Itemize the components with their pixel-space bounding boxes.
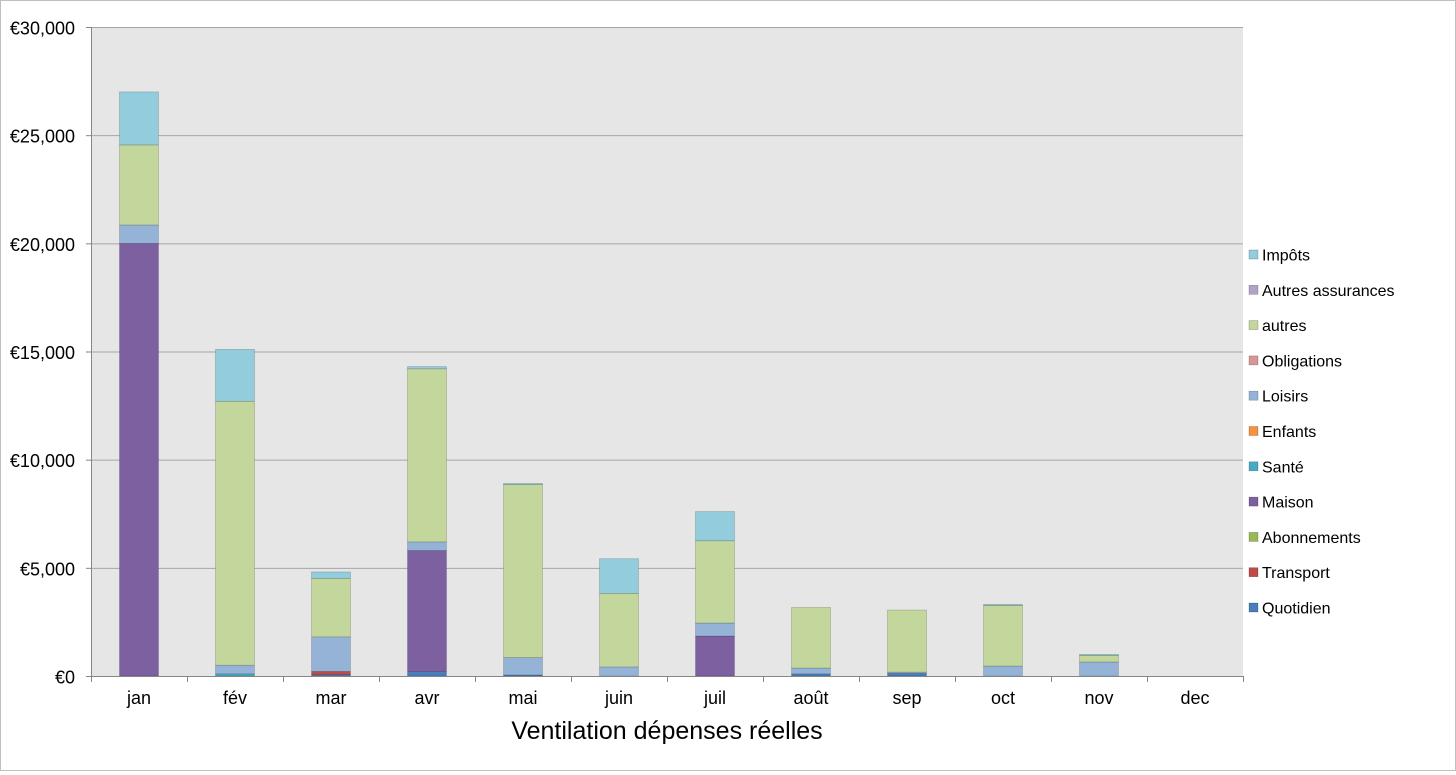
x-tick-label: juil [703, 688, 726, 708]
legend-item: Abonnements [1248, 530, 1361, 547]
bar-segment-transport [311, 671, 351, 676]
bar-segment-autres [407, 368, 447, 543]
legend-swatch [1248, 567, 1259, 578]
legend-item: Loisirs [1248, 389, 1308, 406]
bar-segment-autres [119, 144, 159, 226]
axes: €0 €5,000 €10,000 €15,000 €20,000 €25,000 €30,… [10, 19, 1244, 708]
legend-item: Santé [1248, 459, 1304, 476]
bar-segment-maison [695, 635, 735, 677]
legend: Impôts Autres assurances autres Obligations… [1248, 248, 1395, 618]
y-tick-label: €30,000 [10, 19, 75, 39]
bar-segment-autres [503, 484, 543, 658]
legend-label: Enfants [1262, 424, 1316, 441]
bar-segment-loisirs [503, 657, 543, 676]
y-tick-label: €20,000 [10, 235, 75, 255]
bar-segment-loisirs [791, 667, 831, 675]
bar-segment-loisirs [215, 664, 255, 675]
bar-segment-maison [119, 243, 159, 677]
bar-segment-autres [983, 605, 1023, 667]
legend-item: autres [1248, 318, 1306, 335]
legend-item: Autres assurances [1248, 283, 1395, 300]
x-tick-label: mar [316, 688, 347, 708]
legend-swatch [1248, 602, 1259, 613]
legend-label: Santé [1262, 459, 1304, 476]
legend-label: Maison [1262, 495, 1314, 512]
bar-segment-loisirs [311, 636, 351, 672]
x-tick-label: nov [1084, 688, 1113, 708]
bar-segment-imp-ts [215, 349, 255, 402]
bar-segment-loisirs [599, 666, 639, 677]
legend-swatch [1248, 390, 1259, 401]
legend-label: autres [1262, 318, 1306, 335]
legend-label: Autres assurances [1262, 283, 1395, 300]
x-tick-label: dec [1180, 688, 1209, 708]
bar-segment-quotidien [407, 671, 447, 677]
x-tick-label: fév [223, 688, 247, 708]
bar-segment-imp-ts [503, 483, 543, 485]
legend-swatch [1248, 320, 1259, 330]
bar-segment-sant- [215, 673, 255, 677]
bar-segment-imp-ts [407, 366, 447, 370]
x-axis-title: Ventilation dépenses réelles [511, 717, 822, 745]
legend-item: Transport [1248, 565, 1330, 582]
legend-swatch [1248, 532, 1259, 542]
bar-segment-imp-ts [311, 571, 351, 579]
bar-segment-imp-ts [119, 91, 159, 146]
bar-segment-imp-ts [983, 604, 1023, 606]
legend-label: Obligations [1262, 353, 1342, 370]
gridlines [91, 27, 1243, 569]
bar-segment-autres [695, 540, 735, 624]
y-tick-label: €15,000 [10, 343, 75, 363]
legend-item: Maison [1248, 495, 1314, 512]
bar-segment-loisirs [887, 671, 927, 674]
legend-swatch [1248, 496, 1259, 507]
y-tick-label: €10,000 [10, 451, 75, 471]
bar-segment-imp-ts [1079, 654, 1119, 656]
legend-label: Transport [1262, 565, 1330, 582]
legend-swatch [1248, 461, 1259, 472]
bar-segment-loisirs [695, 622, 735, 637]
legend-item: Impôts [1248, 248, 1310, 265]
x-tick-label: août [793, 688, 828, 708]
legend-swatch [1248, 355, 1259, 366]
bar-segment-loisirs [983, 665, 1023, 677]
bar-segment-maison [407, 550, 447, 672]
legend-item: Quotidien [1248, 601, 1331, 618]
y-tick-label: €0 [55, 668, 75, 688]
y-tick-label: €5,000 [20, 559, 75, 579]
x-tick-label: oct [991, 688, 1015, 708]
legend-item: Obligations [1248, 353, 1342, 370]
x-tick-label: juin [604, 688, 633, 708]
legend-label: Abonnements [1262, 530, 1361, 547]
x-tick-label: jan [126, 688, 151, 708]
bar-segment-autres [599, 593, 639, 668]
bars [119, 91, 1119, 677]
x-tick-label: sep [892, 688, 921, 708]
legend-swatch [1248, 249, 1259, 260]
bar-segment-imp-ts [599, 558, 639, 594]
bar-segment-quotidien [791, 673, 831, 677]
bar-segment-autres [311, 578, 351, 638]
bar-segment-quotidien [887, 673, 927, 677]
bar-segment-imp-ts [695, 511, 735, 542]
legend-item: Enfants [1248, 424, 1316, 441]
bar-segment-autres [791, 607, 831, 669]
bar-segment-loisirs [1079, 661, 1119, 677]
legend-label: Impôts [1262, 248, 1310, 265]
bar-segment-loisirs [407, 541, 447, 551]
legend-swatch [1248, 284, 1259, 295]
x-tick-label: mai [508, 688, 537, 708]
y-tick-label: €25,000 [10, 127, 75, 147]
legend-label: Quotidien [1262, 601, 1331, 618]
x-tick-label: avr [414, 688, 439, 708]
bar-segment-autres [215, 400, 255, 666]
bar-segment-autres [887, 609, 927, 673]
legend-label: Loisirs [1262, 389, 1308, 406]
bar-segment-autres [1079, 655, 1119, 663]
bar-segment-loisirs [119, 224, 159, 244]
legend-swatch [1248, 426, 1259, 436]
